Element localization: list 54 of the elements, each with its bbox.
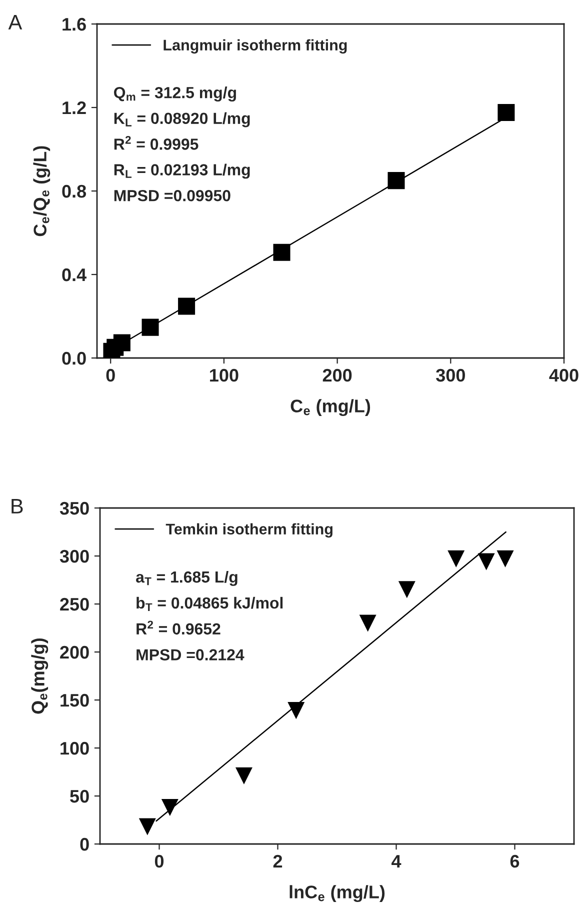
x-tick-label: 0	[154, 854, 164, 868]
x-tick-label: 0	[106, 368, 115, 382]
point	[498, 104, 515, 122]
y-tick-label: 0	[80, 838, 89, 851]
x-tick-label: 100	[210, 368, 238, 382]
x-tick-label: 4	[392, 855, 402, 868]
annotation: MPSD =0.2124	[136, 649, 244, 660]
x-axis-title: C$_{e}$ (mg/L)	[290, 399, 370, 416]
y-tick-label: 0.0	[62, 352, 86, 365]
y-tick-label: 300	[60, 550, 89, 563]
y-axis-title: C$_{e}$/Q$_{e}$ (g/L)	[33, 146, 50, 236]
annotation: b$_{T}$ = 0.04865 kJ/mol	[136, 596, 283, 612]
y-tick-label: 100	[60, 742, 89, 755]
legend-label: Temkin isotherm fitting	[166, 523, 332, 538]
point	[113, 334, 130, 352]
y-tick-label: 250	[60, 598, 89, 611]
x-tick-label: 6	[510, 854, 520, 868]
point	[398, 581, 416, 598]
x-axis-title: lnC$_{e}$ (mg/L)	[290, 885, 385, 902]
y-tick-label: 1.6	[62, 18, 86, 31]
y-tick-label: 350	[60, 502, 89, 515]
x-tick-label: 2	[273, 854, 282, 868]
point	[288, 702, 305, 720]
point	[273, 244, 290, 261]
point	[478, 553, 495, 570]
legend-label: Langmuir isotherm fitting	[164, 39, 347, 54]
y-axis-title: Q$_{e}$(mg/g)	[31, 638, 48, 714]
chart-title: B	[12, 499, 23, 514]
x-tick-label: 200	[322, 368, 352, 382]
point	[138, 818, 156, 836]
point	[388, 172, 405, 190]
x-tick-label: 400	[549, 368, 578, 382]
annotation: R$^{2}$ = 0.9652	[136, 620, 220, 635]
x-tick-label: 300	[436, 368, 465, 382]
point	[235, 767, 252, 784]
y-tick-label: 0.8	[62, 184, 86, 198]
annotation: R$^{2}$ = 0.9995	[114, 136, 198, 150]
point	[448, 550, 465, 568]
annotation: R$_{L}$ = 0.02193 L/mg	[114, 164, 250, 179]
annotation: Q$_{m}$ = 312.5 mg/g	[114, 86, 236, 102]
y-tick-label: 150	[60, 694, 89, 707]
y-tick-label: 0.4	[62, 268, 86, 282]
y-tick-label: 50	[70, 790, 89, 803]
point	[142, 318, 159, 336]
point	[359, 614, 376, 632]
point	[161, 799, 178, 816]
annotation: K$_{L}$ = 0.08920 L/mg	[114, 112, 250, 128]
point	[496, 550, 514, 568]
y-tick-label: 200	[60, 646, 89, 659]
annotation: a$_{T}$ = 1.685 L/g	[136, 570, 238, 586]
point	[178, 298, 196, 315]
y-tick-label: 1.2	[62, 101, 86, 114]
chart-title: A	[8, 15, 22, 30]
annotation: MPSD =0.09950	[114, 190, 230, 202]
